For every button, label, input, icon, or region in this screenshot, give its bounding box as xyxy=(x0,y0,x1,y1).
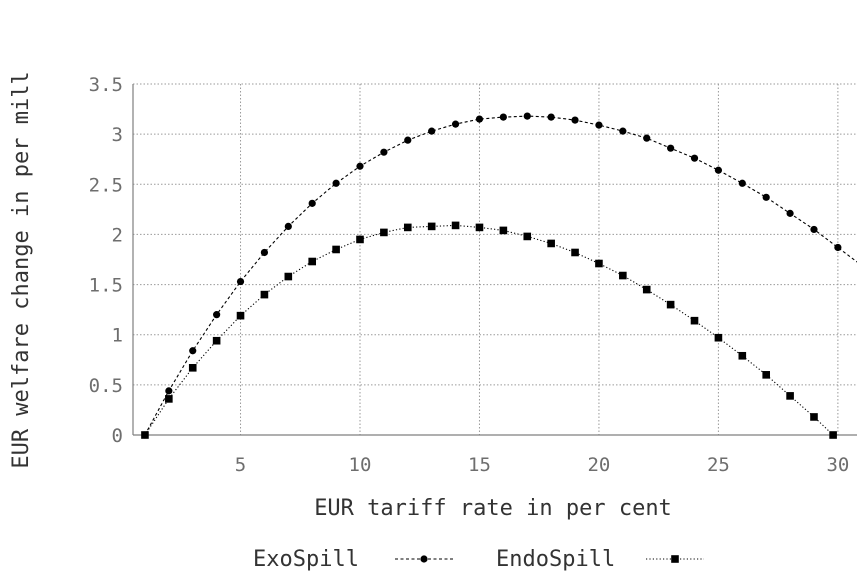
data-point-endospill xyxy=(380,228,388,237)
data-point-endospill xyxy=(786,392,794,400)
data-point-exospill xyxy=(260,248,269,257)
data-point-endospill xyxy=(403,223,412,232)
legend-label-endospill: EndoSpill xyxy=(496,547,615,572)
data-point-exospill xyxy=(690,154,699,162)
y-tick-label: 2.5 xyxy=(89,174,123,196)
data-point-exospill xyxy=(547,113,555,121)
data-point-exospill xyxy=(834,243,842,252)
data-point-endospill xyxy=(141,431,149,439)
data-point-endospill xyxy=(236,311,245,320)
data-point-endospill xyxy=(523,232,532,241)
legend-sample-endospill xyxy=(646,555,704,563)
data-point-exospill xyxy=(332,179,340,187)
x-tick-label: 30 xyxy=(826,454,849,476)
data-point-endospill xyxy=(188,364,197,372)
legend-marker-exospill xyxy=(420,555,428,563)
data-point-endospill xyxy=(810,413,818,421)
y-tick-label: 1 xyxy=(112,325,123,347)
data-point-endospill xyxy=(284,272,293,281)
grid-layer xyxy=(133,83,857,435)
tick-labels: 0 0.5 1 1.5 2 2.5 3 3.5 5 10 15 20 25 30 xyxy=(89,74,850,476)
data-point-endospill xyxy=(260,290,269,299)
axes-layer xyxy=(132,84,857,436)
series-layer xyxy=(141,112,857,439)
data-point-endospill xyxy=(690,316,699,325)
data-point-exospill xyxy=(595,121,603,129)
legend: ExoSpill EndoSpill xyxy=(253,547,704,572)
y-tick-label: 3.5 xyxy=(89,74,123,96)
series-line-endospill xyxy=(144,224,834,436)
data-point-endospill xyxy=(332,245,340,254)
data-point-exospill xyxy=(499,113,507,121)
data-point-exospill xyxy=(475,115,484,123)
data-point-exospill xyxy=(762,193,770,201)
data-point-exospill xyxy=(571,116,579,124)
data-point-exospill xyxy=(165,387,173,395)
data-point-exospill xyxy=(428,127,436,135)
data-point-endospill xyxy=(571,248,579,257)
data-point-exospill xyxy=(786,209,794,217)
x-tick-label: 5 xyxy=(235,454,246,476)
y-tick-label: 0 xyxy=(112,425,123,447)
series-endospill xyxy=(141,221,837,439)
data-point-endospill xyxy=(451,221,460,230)
y-tick-label: 2 xyxy=(112,224,123,246)
data-point-endospill xyxy=(165,395,173,403)
data-point-endospill xyxy=(642,285,651,294)
data-point-exospill xyxy=(738,179,746,187)
data-point-endospill xyxy=(595,259,603,268)
data-point-exospill xyxy=(356,162,364,170)
x-tick-label: 25 xyxy=(707,454,730,476)
data-point-endospill xyxy=(762,371,771,379)
series-exospill xyxy=(141,112,857,439)
y-tick-label: 3 xyxy=(112,124,123,146)
legend-label-exospill: ExoSpill xyxy=(253,547,359,572)
data-point-endospill xyxy=(547,239,555,248)
data-point-endospill xyxy=(714,333,723,342)
data-point-endospill xyxy=(308,257,317,266)
legend-marker-endospill xyxy=(671,555,679,563)
series-line-exospill xyxy=(144,115,857,436)
data-point-endospill xyxy=(212,336,221,345)
data-point-exospill xyxy=(189,347,197,355)
data-point-exospill xyxy=(523,112,531,120)
data-point-exospill xyxy=(308,199,316,207)
data-point-exospill xyxy=(236,277,245,286)
data-point-endospill xyxy=(619,271,627,280)
data-point-exospill xyxy=(404,136,412,144)
y-axis-title: EUR welfare change in per mill xyxy=(9,71,34,468)
y-tick-label: 0.5 xyxy=(89,375,123,397)
data-point-exospill xyxy=(619,127,627,135)
data-point-exospill xyxy=(810,225,818,234)
y-tick-label: 1.5 xyxy=(89,275,123,297)
x-tick-label: 15 xyxy=(468,454,491,476)
data-point-endospill xyxy=(427,222,436,231)
data-point-exospill xyxy=(714,166,723,174)
data-point-endospill xyxy=(738,351,747,360)
data-point-exospill xyxy=(643,134,651,142)
data-point-exospill xyxy=(213,311,221,319)
x-tick-label: 20 xyxy=(587,454,610,476)
data-point-exospill xyxy=(284,222,292,231)
data-point-endospill xyxy=(475,223,484,232)
data-point-endospill xyxy=(499,226,508,235)
x-axis-title: EUR tariff rate in per cent xyxy=(314,496,672,521)
data-point-endospill xyxy=(356,235,364,244)
data-point-exospill xyxy=(667,144,675,152)
data-point-exospill xyxy=(380,148,388,156)
data-point-endospill xyxy=(829,431,837,439)
data-point-exospill xyxy=(451,120,460,128)
data-point-endospill xyxy=(666,300,675,309)
x-tick-label: 10 xyxy=(349,454,372,476)
legend-sample-exospill xyxy=(395,555,453,563)
